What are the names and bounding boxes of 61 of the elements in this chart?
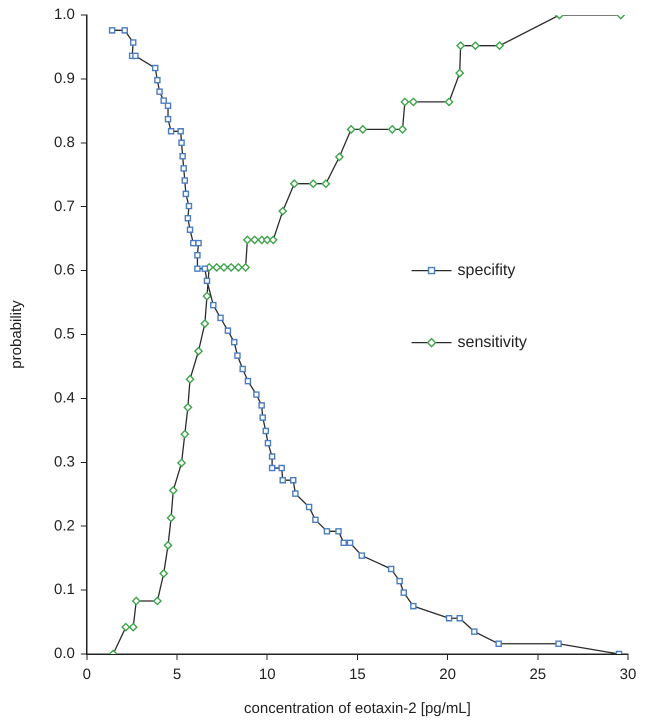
point [128,622,138,632]
point [234,263,243,272]
y-tick-label: 0.0 [54,645,75,662]
y-tick-label: 0.2 [54,517,75,534]
x-tick-label: 10 [258,666,276,684]
point [200,319,210,328]
x-tick-label: 5 [172,666,182,684]
point [398,125,407,134]
x-tick-label: 25 [529,666,546,684]
point [226,263,236,272]
y-tick-label: 1.0 [54,6,75,24]
legend-label: sensitivity [458,334,527,352]
point [241,263,250,272]
y-tick-label: 0.8 [54,134,75,151]
point [180,430,190,438]
x-tick-label: 0 [82,666,92,684]
x-axis-title: concentration of eotaxin-2 [pg/mL] [244,700,471,718]
point [495,41,504,50]
point [268,236,278,244]
y-tick-label: 0.9 [54,70,75,88]
point [194,346,203,356]
y-tick-label: 0.5 [54,326,75,343]
x-tick-label: 30 [620,666,636,684]
point [220,263,228,272]
point [168,486,178,495]
point [250,236,259,244]
legend-label: specifity [458,262,516,280]
point [184,403,192,412]
y-tick-label: 0.7 [54,198,75,215]
point [322,179,330,188]
y-tick-label: 0.3 [54,453,75,470]
point [164,541,172,550]
point [159,569,168,578]
point [166,514,176,522]
y-tick-label: 0.4 [54,390,75,407]
point [153,596,162,606]
point [212,263,222,272]
point [186,374,194,384]
x-tick-label: 15 [349,666,366,684]
y-tick-label: 0.6 [54,262,75,279]
point [358,125,368,134]
point [346,125,356,134]
point [409,98,418,106]
y-axis-title: probability [8,300,26,369]
point [290,179,299,188]
point [456,41,465,50]
point [388,125,397,134]
point [243,236,252,244]
point [455,68,464,78]
x-tick-label: 20 [439,666,456,684]
y-tick-label: 0.1 [54,581,75,598]
point [335,152,344,162]
point [400,98,410,106]
point [471,41,480,50]
point [444,98,454,106]
point [122,622,130,632]
point [132,596,141,606]
point [278,206,288,216]
point [308,179,318,188]
point [202,292,212,300]
point [177,458,186,468]
